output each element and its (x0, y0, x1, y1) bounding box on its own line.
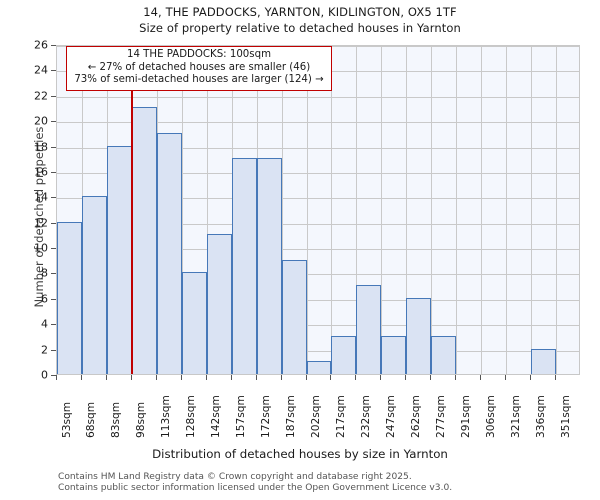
annotation-box: 14 THE PADDOCKS: 100sqm ← 27% of detache… (66, 46, 332, 91)
histogram-bar (331, 335, 357, 374)
histogram-bar (106, 145, 132, 374)
x-axis-tick-mark (155, 375, 157, 380)
footer-attribution: Contains HM Land Registry data © Crown c… (58, 472, 452, 493)
histogram-bar (57, 221, 82, 374)
gridline-vertical (481, 46, 483, 374)
x-axis-tick-mark (505, 375, 507, 380)
x-axis-tick-label: 262sqm (409, 395, 422, 438)
histogram-bar (231, 158, 257, 374)
gridline-vertical (306, 46, 308, 374)
footer-line-2: Contains public sector information licen… (58, 482, 453, 493)
x-axis-title: Distribution of detached houses by size … (152, 447, 448, 461)
x-axis-tick-label: 232sqm (359, 395, 372, 438)
x-axis-tick-label: 217sqm (334, 395, 347, 438)
x-axis-tick-label: 202sqm (310, 395, 323, 438)
x-axis-tick-label: 83sqm (110, 401, 123, 438)
gridline-vertical (206, 46, 208, 374)
histogram-bar (256, 158, 282, 374)
x-axis-tick-mark (56, 375, 57, 380)
x-axis-tick-label: 321sqm (509, 395, 522, 438)
gridline-vertical (456, 46, 458, 374)
x-axis-tick-label: 53sqm (60, 401, 73, 438)
annotation-line-1: 14 THE PADDOCKS: 100sqm (126, 49, 271, 60)
gridline-horizontal (57, 325, 579, 327)
x-axis-tick-mark (105, 375, 107, 380)
annotation-line-3: 73% of semi-detached houses are larger (… (74, 74, 324, 86)
y-axis-title: Number of detached properties (32, 126, 46, 308)
property-marker-line (131, 46, 133, 374)
histogram-bar (81, 196, 107, 374)
gridline-vertical (431, 46, 433, 374)
histogram-bar (381, 335, 407, 374)
gridline-horizontal (57, 198, 579, 200)
gridline-horizontal (57, 274, 579, 276)
x-axis-tick-mark (355, 375, 357, 380)
gridline-horizontal (57, 147, 579, 149)
histogram-bar (431, 335, 457, 374)
x-axis-tick-mark (430, 375, 432, 380)
x-axis-tick-mark (530, 375, 532, 380)
gridline-vertical (531, 46, 533, 374)
x-axis-tick-mark (230, 375, 232, 380)
x-axis-tick-mark (555, 375, 557, 380)
histogram-bar (131, 107, 157, 374)
x-axis-tick-mark (180, 375, 182, 380)
histogram-bar (356, 285, 382, 374)
x-axis-tick-mark (305, 375, 307, 380)
histogram-bar (281, 259, 307, 374)
chart-subtitle: Size of property relative to detached ho… (139, 21, 461, 35)
gridline-vertical (331, 46, 333, 374)
x-axis-tick-label: 187sqm (285, 395, 298, 438)
x-axis-tick-mark (480, 375, 482, 380)
x-axis-tick-mark (280, 375, 282, 380)
gridline-horizontal (57, 172, 579, 174)
gridline-horizontal (57, 299, 579, 301)
histogram-bar (181, 272, 207, 374)
x-axis-tick-label: 351sqm (559, 395, 572, 438)
x-axis-tick-label: 247sqm (384, 395, 397, 438)
gridline-horizontal (57, 249, 579, 251)
x-axis-tick-label: 68sqm (85, 401, 98, 438)
histogram-bar (156, 132, 182, 374)
histogram-bar (306, 361, 332, 374)
x-axis-tick-label: 113sqm (160, 395, 173, 438)
gridline-vertical (356, 46, 358, 374)
x-axis-tick-label: 98sqm (135, 401, 148, 438)
chart-title: 14, THE PADDOCKS, YARNTON, KIDLINGTON, O… (143, 5, 457, 19)
x-axis-tick-mark (205, 375, 207, 380)
x-axis-tick-label: 142sqm (210, 395, 223, 438)
gridline-horizontal (57, 122, 579, 124)
x-axis-tick-label: 291sqm (459, 395, 472, 438)
annotation-line-2: ← 27% of detached houses are smaller (46… (87, 61, 311, 73)
gridline-vertical (281, 46, 283, 374)
footer-line-1: Contains HM Land Registry data © Crown c… (58, 472, 412, 482)
x-axis-tick-mark (80, 375, 82, 380)
x-axis-tick-label: 306sqm (484, 395, 497, 438)
x-axis-tick-mark (455, 375, 457, 380)
gridline-horizontal (57, 96, 579, 98)
x-axis-tick-mark (330, 375, 332, 380)
x-axis-tick-label: 157sqm (235, 395, 248, 438)
x-axis-tick-label: 277sqm (434, 395, 447, 438)
x-axis-tick-label: 128sqm (185, 395, 198, 438)
gridline-vertical (556, 46, 558, 374)
plot-area (56, 45, 580, 375)
histogram-bar (206, 234, 232, 374)
x-axis-tick-mark (255, 375, 257, 380)
gridline-horizontal (57, 350, 579, 352)
histogram-bar (406, 297, 432, 374)
y-axis-tick-label: 26 (34, 38, 48, 52)
histogram-bar (531, 348, 557, 374)
gridline-horizontal (57, 223, 579, 225)
gridline-vertical (381, 46, 383, 374)
y-axis-tick-label: 0 (41, 368, 48, 382)
x-axis-tick-mark (405, 375, 407, 380)
gridline-vertical (406, 46, 408, 374)
gridline-vertical (506, 46, 508, 374)
x-axis-tick-mark (380, 375, 382, 380)
x-axis-tick-label: 172sqm (260, 395, 273, 438)
x-axis-tick-mark (130, 375, 132, 380)
gridline-vertical (181, 46, 183, 374)
x-axis-tick-label: 336sqm (534, 395, 547, 438)
